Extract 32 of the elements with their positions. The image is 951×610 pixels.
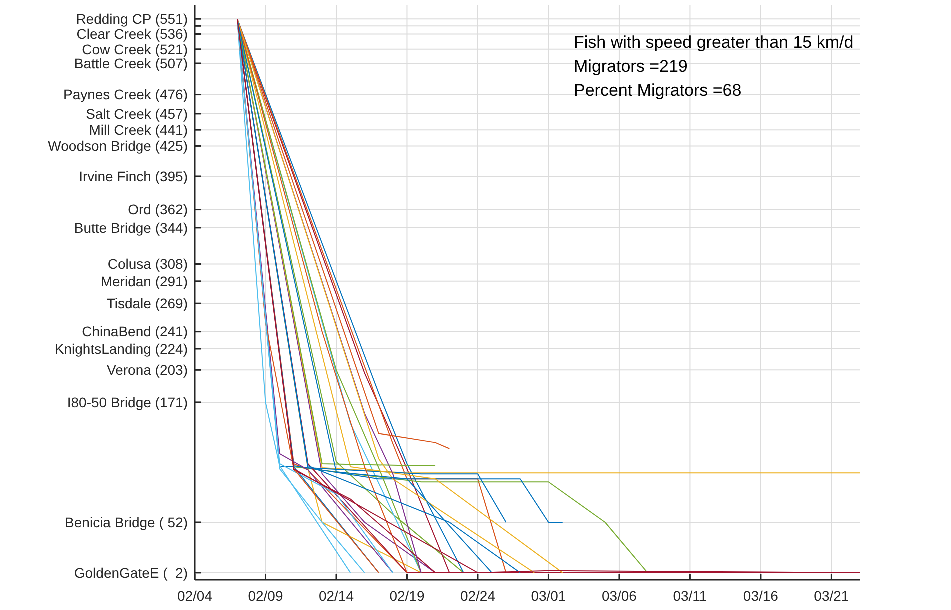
y-tick-label: ChinaBend (241) bbox=[82, 324, 188, 340]
y-tick-label: Butte Bridge (344) bbox=[74, 220, 188, 236]
x-tick-label: 02/09 bbox=[248, 588, 284, 604]
y-tick-label: Irvine Finch (395) bbox=[79, 168, 188, 184]
x-tick-label: 02/24 bbox=[460, 588, 496, 604]
y-tick-label: Redding CP (551) bbox=[76, 11, 188, 28]
x-tick-label: 03/11 bbox=[673, 588, 708, 604]
x-tick-label: 03/01 bbox=[531, 588, 566, 604]
x-tick-label: 03/21 bbox=[814, 588, 850, 604]
y-tick-label: Mill Creek (441) bbox=[89, 122, 188, 138]
y-tick-label: Colusa (308) bbox=[108, 256, 188, 272]
annotation: Migrators =219 bbox=[574, 57, 688, 76]
x-tick-label: 02/14 bbox=[318, 588, 354, 604]
y-tick-label: Paynes Creek (476) bbox=[63, 86, 188, 103]
y-tick-label: KnightsLanding (224) bbox=[54, 340, 188, 357]
x-tick-label: 02/04 bbox=[177, 588, 213, 604]
x-tick-label: 02/19 bbox=[390, 588, 425, 604]
y-tick-label: Cow Creek (521) bbox=[82, 41, 188, 58]
y-tick-label: I80-50 Bridge (171) bbox=[67, 394, 188, 410]
y-tick-label: Verona (203) bbox=[107, 362, 188, 378]
y-tick-label: Salt Creek (457) bbox=[86, 106, 188, 122]
y-tick-label: Benicia Bridge ( 52) bbox=[65, 514, 188, 530]
y-tick-label: Clear Creek (536) bbox=[76, 26, 188, 42]
x-tick-label: 03/16 bbox=[743, 588, 779, 604]
x-tick-label: 03/06 bbox=[602, 588, 638, 604]
y-tick-label: GoldenGateE ( 2) bbox=[74, 564, 188, 581]
y-tick-label: Meridan (291) bbox=[100, 273, 188, 290]
y-tick-label: Woodson Bridge (425) bbox=[48, 138, 188, 154]
y-tick-label: Ord (362) bbox=[128, 202, 188, 218]
annotation: Percent Migrators =68 bbox=[574, 81, 742, 100]
y-tick-label: Tisdale (269) bbox=[106, 295, 188, 312]
annotation: Fish with speed greater than 15 km/d bbox=[574, 33, 854, 52]
